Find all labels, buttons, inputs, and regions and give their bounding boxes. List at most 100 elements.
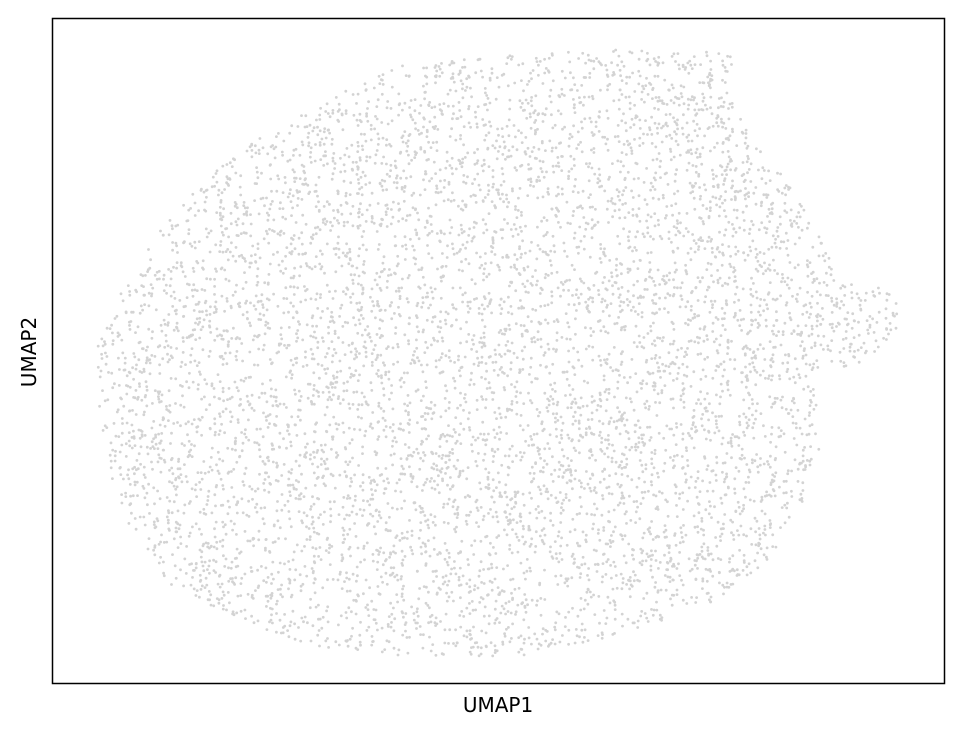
scatter-point bbox=[575, 634, 579, 638]
scatter-point bbox=[461, 243, 465, 247]
scatter-point bbox=[738, 414, 741, 418]
scatter-point bbox=[239, 609, 243, 613]
scatter-point bbox=[483, 162, 486, 166]
scatter-point bbox=[397, 286, 401, 290]
scatter-point bbox=[430, 290, 434, 294]
scatter-point bbox=[650, 115, 653, 119]
scatter-point bbox=[442, 506, 445, 509]
scatter-point bbox=[449, 359, 452, 363]
scatter-point bbox=[347, 343, 351, 347]
scatter-point bbox=[661, 124, 665, 128]
scatter-point bbox=[674, 95, 677, 99]
scatter-point bbox=[165, 408, 169, 411]
scatter-point bbox=[591, 97, 595, 101]
scatter-point bbox=[515, 356, 519, 359]
scatter-point bbox=[626, 235, 630, 239]
scatter-point bbox=[305, 525, 308, 529]
scatter-point bbox=[616, 380, 620, 384]
scatter-point bbox=[279, 326, 283, 330]
scatter-point bbox=[564, 616, 567, 619]
scatter-point bbox=[578, 96, 581, 99]
scatter-point bbox=[481, 169, 485, 173]
scatter-point bbox=[764, 533, 767, 537]
scatter-point bbox=[105, 355, 109, 358]
scatter-point bbox=[792, 397, 796, 401]
scatter-point bbox=[158, 277, 161, 281]
scatter-point bbox=[379, 546, 382, 550]
scatter-point bbox=[248, 403, 251, 407]
scatter-point bbox=[452, 112, 455, 116]
scatter-point bbox=[314, 226, 317, 230]
scatter-point bbox=[225, 163, 229, 166]
scatter-point bbox=[562, 471, 566, 474]
scatter-point bbox=[444, 310, 448, 314]
scatter-point bbox=[394, 551, 397, 555]
scatter-point bbox=[543, 71, 547, 75]
scatter-point bbox=[729, 265, 733, 268]
scatter-point bbox=[265, 580, 268, 584]
scatter-point bbox=[494, 552, 498, 555]
scatter-point bbox=[723, 477, 727, 481]
scatter-point bbox=[337, 235, 340, 239]
scatter-point bbox=[218, 333, 222, 337]
scatter-point bbox=[506, 564, 509, 567]
scatter-point bbox=[118, 333, 121, 337]
scatter-point bbox=[351, 456, 354, 460]
scatter-point bbox=[249, 566, 253, 569]
scatter-point bbox=[616, 135, 620, 138]
scatter-point bbox=[120, 417, 124, 420]
scatter-point bbox=[514, 205, 517, 208]
scatter-point bbox=[568, 479, 572, 482]
scatter-point bbox=[539, 597, 543, 600]
scatter-point bbox=[598, 185, 601, 189]
scatter-point bbox=[643, 402, 647, 406]
scatter-point bbox=[234, 576, 238, 580]
scatter-point bbox=[172, 422, 176, 425]
scatter-point bbox=[333, 386, 337, 389]
scatter-point bbox=[503, 332, 506, 336]
scatter-point bbox=[545, 630, 549, 633]
scatter-point bbox=[598, 538, 602, 542]
scatter-point bbox=[695, 596, 698, 599]
scatter-point bbox=[183, 444, 186, 447]
scatter-point bbox=[127, 409, 131, 413]
scatter-point bbox=[702, 328, 706, 331]
scatter-point bbox=[279, 201, 282, 205]
scatter-point bbox=[686, 499, 689, 503]
scatter-point bbox=[392, 550, 395, 554]
scatter-point bbox=[200, 433, 204, 437]
scatter-point bbox=[323, 462, 327, 466]
scatter-point bbox=[579, 101, 583, 104]
scatter-point bbox=[479, 560, 483, 564]
scatter-point bbox=[278, 431, 282, 435]
scatter-point bbox=[855, 292, 859, 296]
scatter-point bbox=[584, 433, 588, 437]
scatter-point bbox=[220, 337, 224, 341]
scatter-point bbox=[567, 499, 571, 502]
scatter-point bbox=[640, 311, 644, 314]
scatter-point bbox=[309, 334, 313, 338]
scatter-point bbox=[792, 219, 796, 223]
scatter-point bbox=[783, 521, 787, 525]
scatter-point bbox=[733, 300, 736, 304]
scatter-point bbox=[877, 310, 881, 314]
scatter-point bbox=[346, 220, 349, 224]
scatter-point bbox=[757, 228, 761, 232]
scatter-point bbox=[587, 297, 590, 301]
scatter-point bbox=[491, 239, 495, 243]
scatter-point bbox=[419, 633, 422, 636]
scatter-point bbox=[258, 472, 261, 476]
scatter-point bbox=[513, 266, 517, 269]
scatter-point bbox=[713, 299, 717, 303]
scatter-point bbox=[723, 585, 726, 589]
scatter-point bbox=[143, 496, 147, 500]
scatter-point bbox=[314, 422, 317, 426]
scatter-point bbox=[375, 117, 379, 121]
scatter-point bbox=[631, 621, 635, 625]
scatter-point bbox=[687, 431, 690, 435]
scatter-point bbox=[377, 304, 381, 308]
scatter-point bbox=[209, 593, 213, 597]
scatter-point bbox=[214, 520, 218, 524]
scatter-point bbox=[390, 317, 394, 321]
scatter-point bbox=[654, 354, 658, 357]
